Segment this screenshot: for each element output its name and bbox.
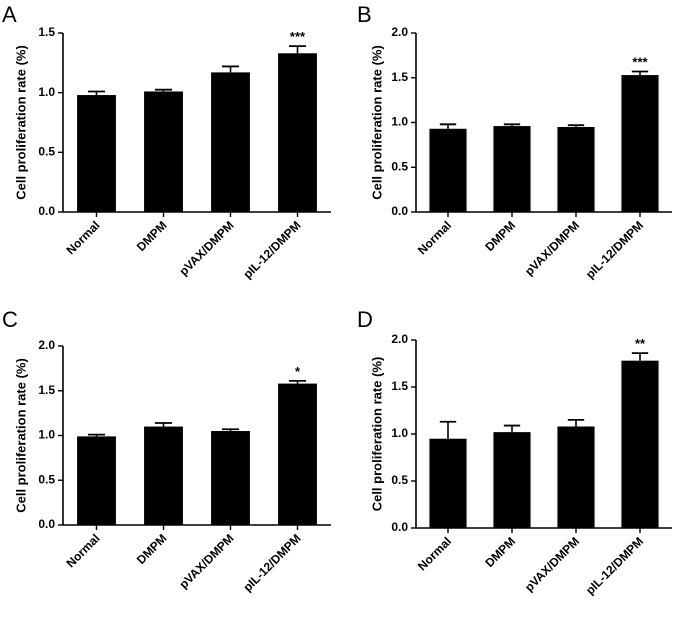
bar bbox=[621, 360, 659, 528]
y-tick-label: 1.5 bbox=[38, 383, 55, 397]
y-axis-label: Cell proliferation rate (%) bbox=[369, 45, 384, 200]
bar bbox=[621, 75, 659, 212]
y-tick-label: 1.0 bbox=[391, 115, 408, 129]
y-tick-label: 2.0 bbox=[391, 332, 408, 346]
bar bbox=[278, 383, 317, 525]
y-axis-label: Cell proliferation rate (%) bbox=[13, 358, 28, 513]
y-axis-label: Cell proliferation rate (%) bbox=[369, 357, 384, 512]
x-tick-label: pIL-12/DMPM bbox=[240, 218, 303, 281]
bar bbox=[557, 126, 595, 212]
x-tick-label: DMPM bbox=[134, 531, 170, 567]
bar bbox=[77, 436, 116, 525]
y-tick-label: 1.0 bbox=[38, 428, 55, 442]
y-tick-label: 2.0 bbox=[38, 338, 55, 352]
bar bbox=[211, 72, 250, 212]
bar bbox=[77, 95, 116, 212]
panel-d: D Cell proliferation rate (%) 0.0 0.5 1.0 1.5… bbox=[357, 307, 672, 597]
bar bbox=[429, 128, 467, 212]
x-tick-label: pIL-12/DMPM bbox=[583, 534, 646, 597]
y-tick-label: 0.5 bbox=[391, 473, 408, 487]
panel-letter: A bbox=[2, 2, 17, 27]
panel-letter: B bbox=[357, 2, 372, 27]
y-tick-label: 1.5 bbox=[391, 70, 408, 84]
y-tick-label: 0.5 bbox=[38, 145, 55, 159]
bar bbox=[493, 432, 531, 528]
panel-letter: C bbox=[2, 307, 18, 332]
significance-marker: *** bbox=[290, 29, 306, 44]
y-tick-label: 1.5 bbox=[38, 25, 55, 39]
x-tick-label: pVAX/DMPM bbox=[522, 218, 582, 278]
bar bbox=[211, 431, 250, 525]
bar bbox=[493, 126, 531, 212]
significance-marker: *** bbox=[632, 54, 648, 69]
y-tick-label: 0.0 bbox=[38, 204, 55, 218]
bar bbox=[278, 53, 317, 212]
y-tick-label: 1.0 bbox=[38, 85, 55, 99]
y-axis-label: Cell proliferation rate (%) bbox=[13, 45, 28, 200]
x-tick-label: Normal bbox=[415, 534, 454, 573]
y-tick-label: 1.0 bbox=[391, 426, 408, 440]
bar bbox=[144, 426, 183, 525]
bar bbox=[429, 438, 467, 528]
y-tick-label: 0.0 bbox=[391, 204, 408, 218]
panel-c: C Cell proliferation rate (%) 0.0 0.5 1.0 1.5… bbox=[2, 307, 331, 594]
bar bbox=[557, 426, 595, 528]
x-tick-label: pVAX/DMPM bbox=[522, 534, 582, 594]
x-tick-label: pVAX/DMPM bbox=[176, 531, 236, 591]
x-tick-label: Normal bbox=[63, 531, 102, 570]
y-tick-label: 0.5 bbox=[38, 472, 55, 486]
bar bbox=[144, 91, 183, 212]
significance-marker: * bbox=[295, 364, 301, 379]
x-tick-label: Normal bbox=[415, 218, 454, 257]
panel-letter: D bbox=[357, 307, 373, 332]
x-tick-label: DMPM bbox=[482, 218, 518, 254]
x-tick-label: Normal bbox=[63, 218, 102, 257]
y-tick-label: 0.0 bbox=[38, 517, 55, 531]
y-tick-label: 0.0 bbox=[391, 520, 408, 534]
x-tick-label: pVAX/DMPM bbox=[176, 218, 236, 278]
y-tick-label: 1.5 bbox=[391, 379, 408, 393]
x-tick-label: DMPM bbox=[134, 218, 170, 254]
x-tick-label: DMPM bbox=[482, 534, 518, 570]
y-tick-label: 0.5 bbox=[391, 159, 408, 173]
significance-marker: ** bbox=[635, 336, 646, 351]
x-tick-label: pIL-12/DMPM bbox=[583, 218, 646, 281]
panel-a: A Cell proliferation rate (%) 0.0 0.5 1.0 1.5… bbox=[2, 2, 331, 281]
y-tick-label: 2.0 bbox=[391, 25, 408, 39]
panel-b: B Cell proliferation rate (%) 0.0 0.5 1.0 1.5… bbox=[357, 2, 672, 281]
x-tick-label: pIL-12/DMPM bbox=[240, 531, 303, 594]
